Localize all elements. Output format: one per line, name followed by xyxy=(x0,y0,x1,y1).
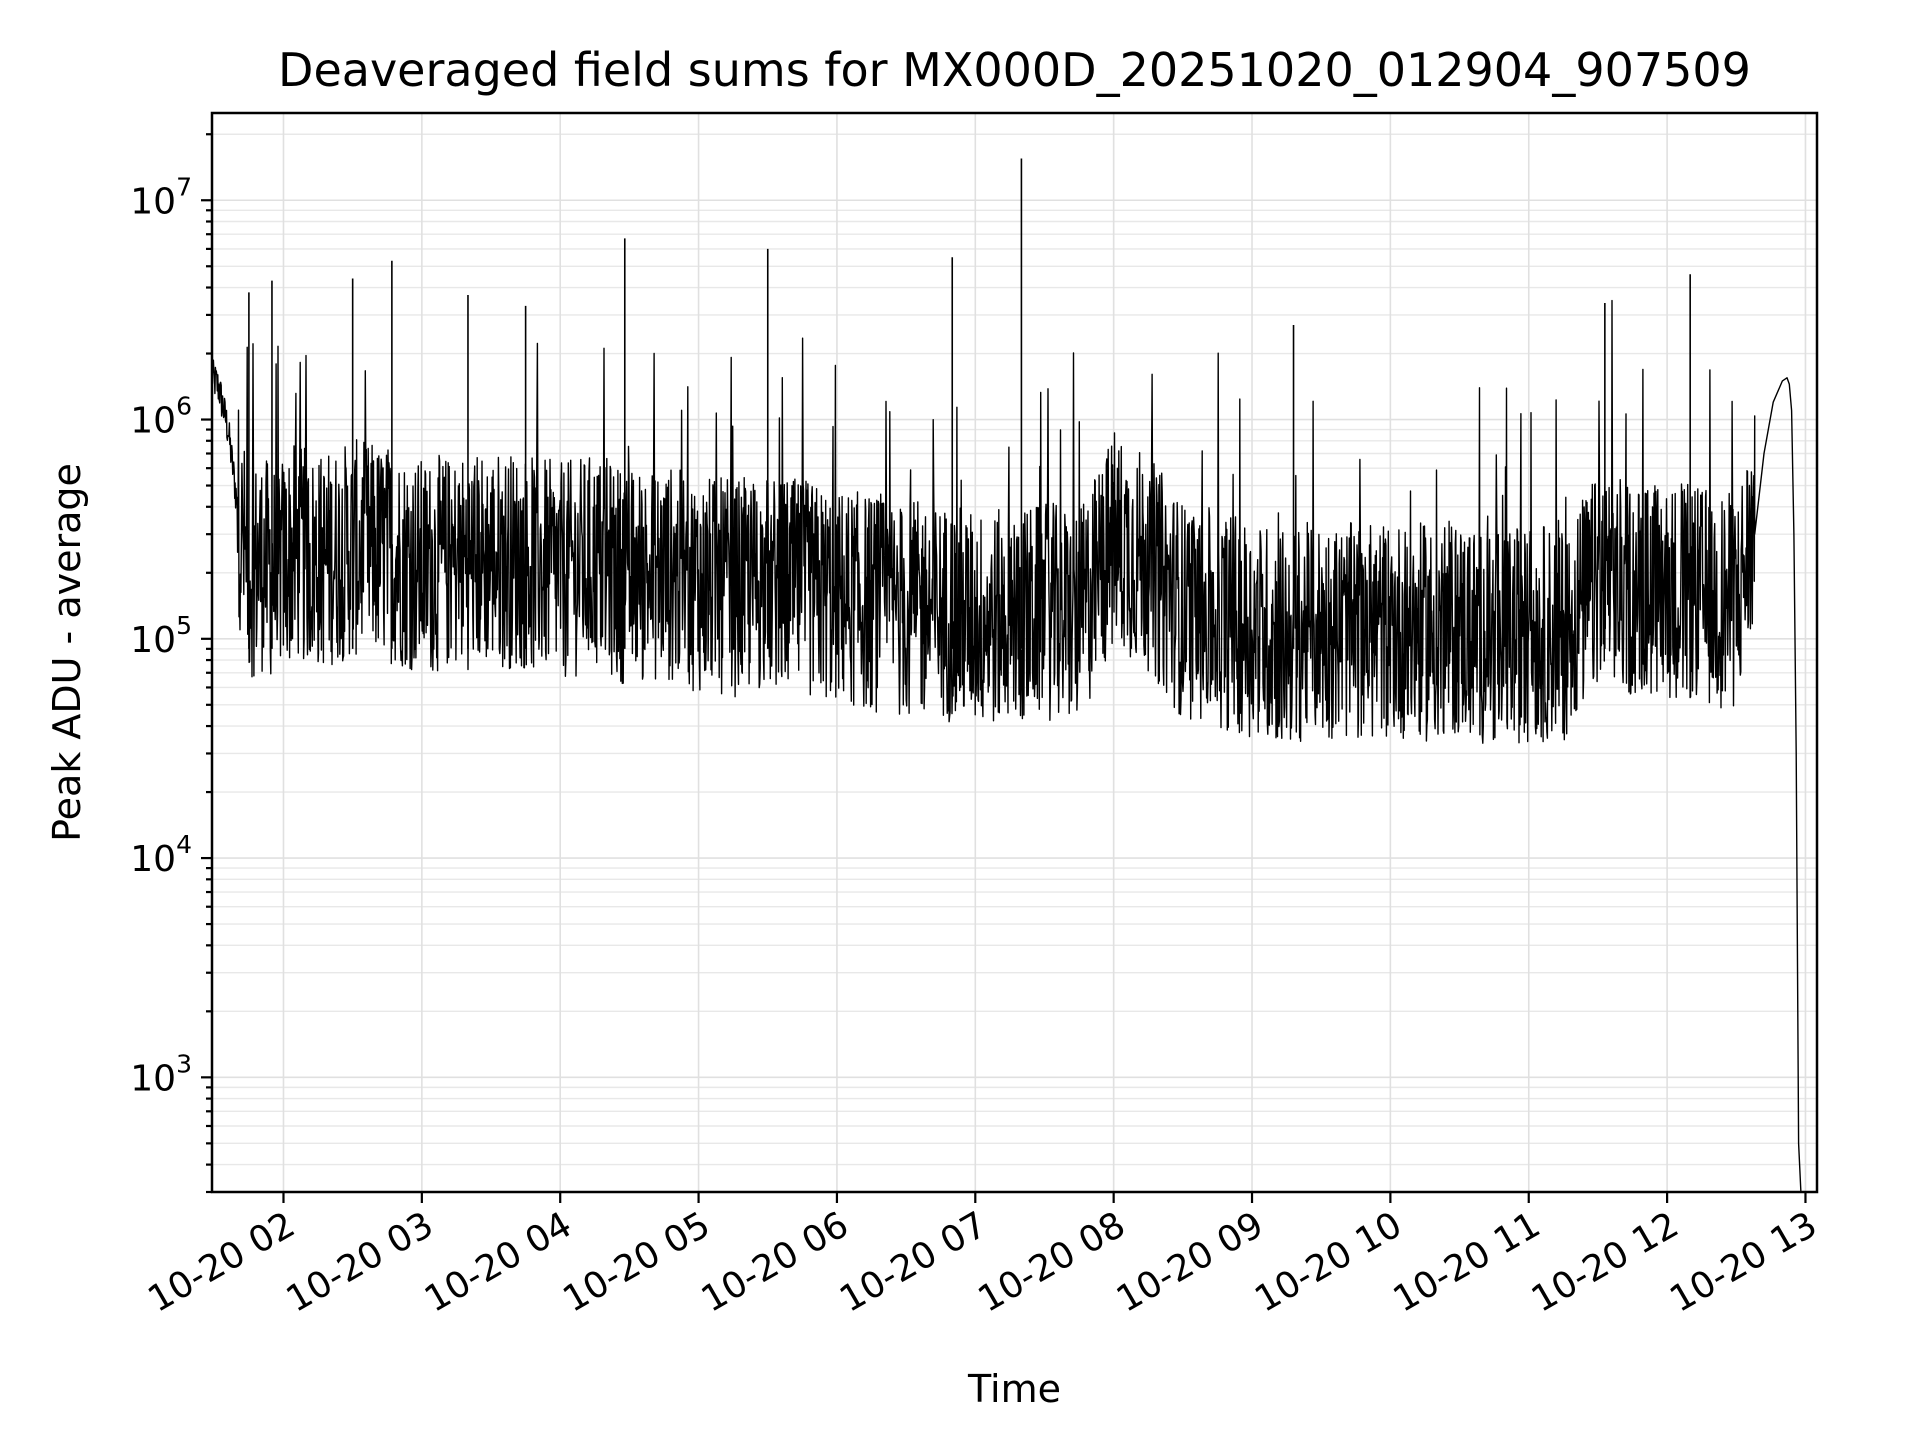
y-tick-base: 10 xyxy=(130,181,176,222)
y-tick-label: 107 xyxy=(130,172,192,222)
y-tick-label: 105 xyxy=(130,611,192,661)
y-tick-exponent: 7 xyxy=(176,172,192,201)
x-tick-label: 10-20 07 xyxy=(833,1204,994,1320)
y-tick-base: 10 xyxy=(130,1058,176,1099)
plot-frame xyxy=(210,111,1819,1194)
y-tick-exponent: 6 xyxy=(176,392,192,421)
x-tick-label: 10-20 05 xyxy=(556,1204,717,1320)
y-tick-base: 10 xyxy=(130,620,176,661)
x-tick-label: 10-20 04 xyxy=(418,1204,579,1320)
series-line-0 xyxy=(212,299,1802,1192)
x-tick-label: 10-20 06 xyxy=(695,1204,856,1320)
y-tick-exponent: 5 xyxy=(176,611,192,640)
x-tick-label: 10-20 13 xyxy=(1663,1204,1824,1320)
x-tick-label: 10-20 10 xyxy=(1248,1204,1409,1320)
series-group xyxy=(212,158,1802,1192)
x-tick-label: 10-20 08 xyxy=(971,1204,1132,1320)
y-tick-label: 104 xyxy=(130,830,192,880)
x-tick-label: 10-20 12 xyxy=(1525,1204,1686,1320)
chart-title: Deaveraged field sums for MX000D_2025102… xyxy=(278,43,1751,97)
y-axis-label: Peak ADU - average xyxy=(45,463,89,842)
y-tick-exponent: 4 xyxy=(176,830,192,859)
x-tick-label: 10-20 02 xyxy=(141,1204,302,1320)
x-tick-label: 10-20 09 xyxy=(1110,1204,1271,1320)
series-layer xyxy=(212,158,1802,1192)
x-tick-label: 10-20 03 xyxy=(280,1204,441,1320)
y-tick-base: 10 xyxy=(130,839,176,880)
y-tick-label: 103 xyxy=(130,1049,192,1099)
y-tick-base: 10 xyxy=(130,401,176,442)
x-tick-label: 10-20 11 xyxy=(1387,1204,1548,1320)
y-tick-label: 106 xyxy=(130,392,192,442)
x-axis-label: Time xyxy=(967,1367,1061,1411)
y-tick-exponent: 3 xyxy=(176,1049,192,1078)
